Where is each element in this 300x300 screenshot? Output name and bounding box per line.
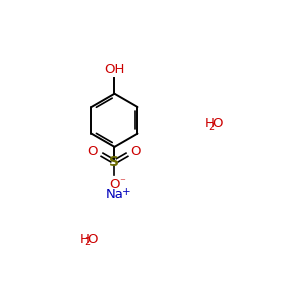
Text: O: O <box>109 178 120 191</box>
Text: H: H <box>80 233 90 246</box>
Text: 2: 2 <box>208 122 215 132</box>
Text: S: S <box>110 155 119 169</box>
Text: +: + <box>122 188 130 197</box>
Text: ⁻: ⁻ <box>119 177 125 188</box>
Text: O: O <box>88 233 98 246</box>
Text: OH: OH <box>104 63 125 76</box>
Text: H: H <box>205 117 214 130</box>
Text: Na: Na <box>106 188 123 201</box>
Text: O: O <box>212 117 223 130</box>
Text: O: O <box>88 145 98 158</box>
Text: 2: 2 <box>84 237 90 247</box>
Text: O: O <box>131 145 141 158</box>
